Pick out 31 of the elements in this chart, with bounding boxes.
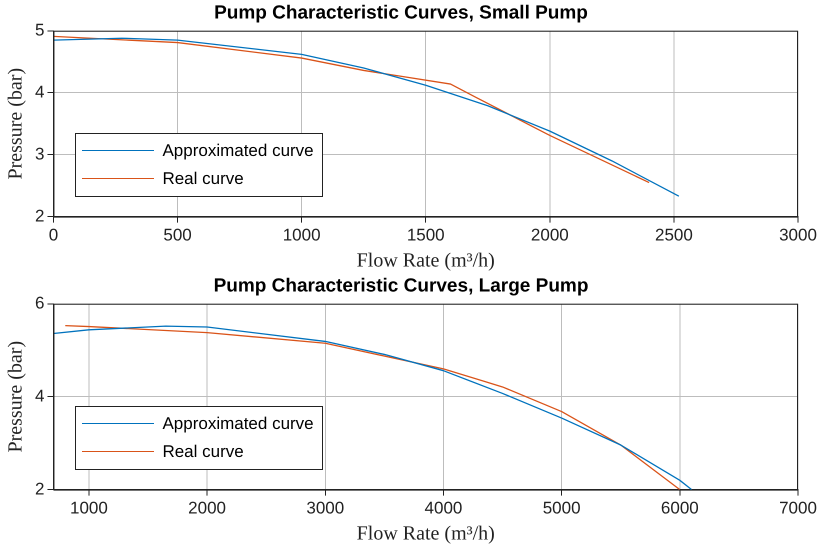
x-tick-label: 2000 <box>530 225 569 244</box>
legend-label: Approximated curve <box>162 414 314 434</box>
x-tick-label: 2500 <box>654 225 693 244</box>
x-axis-title: Flow Rate (m³/h) <box>356 249 495 272</box>
y-tick-label: 6 <box>34 293 44 312</box>
y-tick-label: 4 <box>34 386 44 406</box>
x-tick-label: 6000 <box>660 498 699 518</box>
y-tick-label: 3 <box>34 144 44 164</box>
x-tick-label: 500 <box>163 225 192 244</box>
x-tick-label: 0 <box>48 225 58 244</box>
x-tick-label: 3000 <box>306 498 344 518</box>
x-axis-title: Flow Rate (m³/h) <box>356 522 495 544</box>
y-tick-label: 5 <box>34 20 44 40</box>
x-tick-label: 5000 <box>542 498 581 518</box>
y-axis-title: Pressure (bar) <box>4 340 26 453</box>
legend-label: Approximated curve <box>162 140 314 161</box>
x-tick-label: 1000 <box>282 225 321 244</box>
chart-title: Pump Characteristic Curves, Large Pump <box>214 276 588 297</box>
legend-label: Real curve <box>162 442 244 462</box>
x-tick-label: 2000 <box>188 498 226 518</box>
x-tick-label: 1500 <box>406 225 445 244</box>
x-tick-label: 3000 <box>779 225 817 244</box>
x-tick-label: 4000 <box>424 498 462 518</box>
y-tick-label: 2 <box>34 479 44 498</box>
chart-title: Pump Characteristic Curves, Small Pump <box>214 2 588 24</box>
x-tick-label: 1000 <box>70 498 108 518</box>
y-tick-label: 2 <box>34 206 44 226</box>
y-axis-title: Pressure (bar) <box>4 68 26 180</box>
legend-label: Real curve <box>162 168 244 189</box>
y-tick-label: 4 <box>34 82 44 102</box>
x-tick-label: 7000 <box>779 498 817 518</box>
